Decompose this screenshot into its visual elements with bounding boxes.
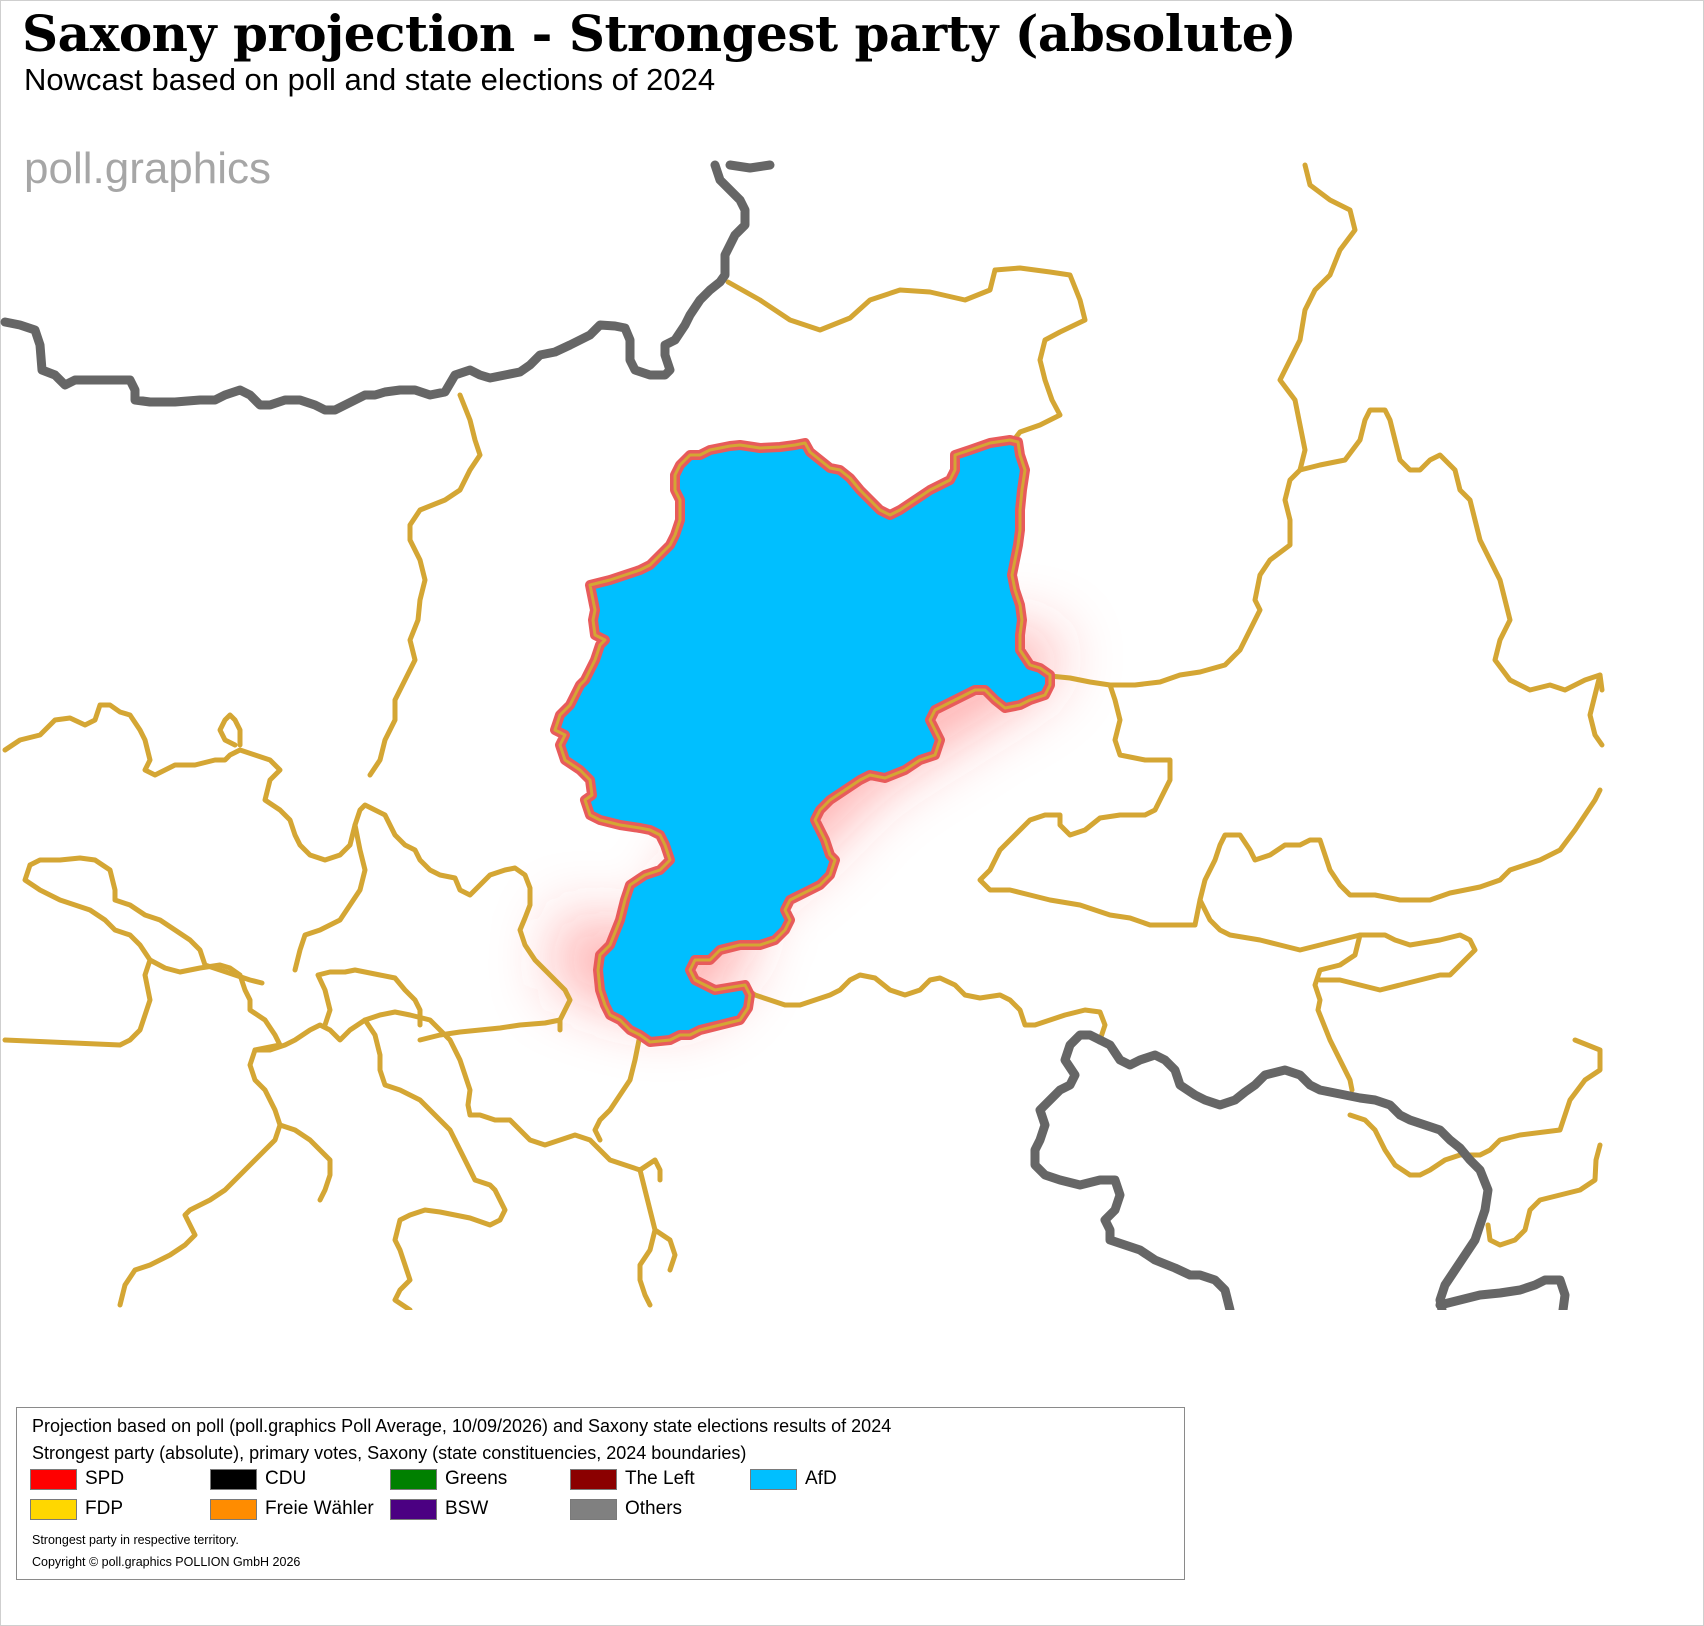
legend-note: Strongest party in respective territory. (32, 1533, 239, 1547)
watermark: poll.graphics (24, 144, 272, 193)
constituency-borders (2, 162, 1605, 1310)
legend-label: Greens (445, 1468, 508, 1489)
legend-item-freie-waehler: Freie Wähler (210, 1498, 374, 1520)
legend-source-line: Projection based on poll (poll.graphics … (32, 1416, 892, 1436)
state-borders (0, 160, 1570, 1310)
legend-label: BSW (445, 1498, 489, 1519)
spd-swatch (30, 1468, 77, 1490)
legend-item-bsw: BSW (390, 1498, 488, 1520)
legend-label: CDU (265, 1468, 307, 1489)
afd-constituency-gold-outline (553, 438, 1052, 1044)
the-left-swatch (570, 1468, 617, 1490)
legend-item-afd: AfD (750, 1468, 837, 1490)
legend-label: AfD (805, 1468, 837, 1489)
legend-item-greens: Greens (390, 1468, 507, 1490)
legend-label: Others (625, 1498, 683, 1519)
greens-swatch (390, 1468, 437, 1490)
afd-constituency[interactable] (550, 435, 1055, 1047)
legend-item-fdp: FDP (30, 1498, 123, 1520)
page-title: Saxony projection - Strongest party (abs… (22, 4, 1297, 63)
afd-swatch (750, 1468, 797, 1490)
legend-item-cdu: CDU (210, 1468, 306, 1490)
cdu-swatch (210, 1468, 257, 1490)
legend-label: Freie Wähler (265, 1498, 374, 1519)
others-swatch (570, 1498, 617, 1520)
legend-label: FDP (85, 1498, 123, 1519)
legend-label: The Left (625, 1468, 695, 1489)
legend-item-others: Others (570, 1498, 682, 1520)
legend-label: SPD (85, 1468, 125, 1489)
page-subtitle: Nowcast based on poll and state election… (24, 62, 716, 97)
constituency-map (0, 160, 1605, 1310)
legend: Projection based on poll (poll.graphics … (16, 1407, 1185, 1580)
legend-item-spd: SPD (30, 1468, 124, 1490)
fdp-swatch (30, 1498, 77, 1520)
legend-item-the-left: The Left (570, 1468, 695, 1490)
copyright: Copyright © poll.graphics POLLION GmbH 2… (32, 1555, 301, 1569)
legend-detail-line: Strongest party (absolute), primary vote… (32, 1443, 747, 1463)
bsw-swatch (390, 1498, 437, 1520)
freie-waehler-swatch (210, 1498, 257, 1520)
